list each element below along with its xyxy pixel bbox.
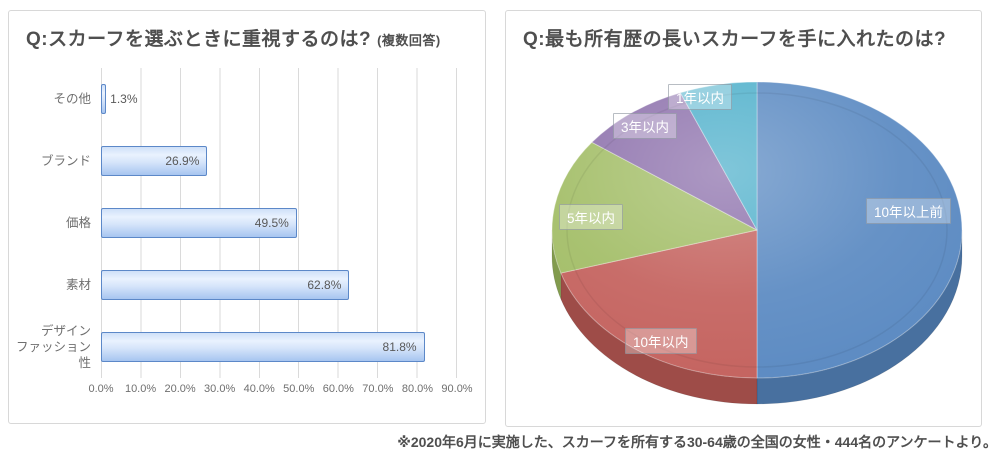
- bar-track: 1.3%: [101, 84, 457, 114]
- pie-bevel-arc: [566, 92, 948, 368]
- pie-chart-title-text: Q:最も所有歴の長いスカーフを手に入れたのは?: [523, 29, 947, 50]
- pie-slice-label: 1年以内: [668, 84, 733, 110]
- bar-track: 62.8%: [101, 270, 457, 300]
- bar-category-label: その他: [53, 91, 91, 106]
- bar-track: 49.5%: [101, 208, 457, 238]
- bar-category-label: デザイン ファッション性: [15, 323, 91, 371]
- bar: 81.8%: [101, 332, 425, 362]
- pie-slice-label: 10年以上前: [866, 198, 952, 224]
- pie-slice-label: 5年以内: [559, 204, 624, 230]
- bar-chart-title-text: Q:スカーフを選ぶときに重視するのは?: [26, 29, 372, 50]
- bar-value-label: 49.5%: [254, 216, 289, 230]
- pie-chart-svg: [551, 81, 963, 405]
- bar-track: 26.9%: [101, 146, 457, 176]
- bar-value-label: 62.8%: [307, 278, 342, 292]
- bar-value-label: 1.3%: [110, 92, 138, 106]
- survey-footnote: ※2020年6月に実施した、スカーフを所有する30-64歳の全国の女性・444名…: [397, 434, 997, 450]
- x-axis-tick-label: 90.0%: [441, 383, 473, 395]
- bar-chart-title: Q:スカーフを選ぶときに重視するのは? (複数回答): [26, 24, 441, 51]
- pie-slice-label: 3年以内: [613, 113, 678, 139]
- bar-row: 価格 49.5%: [15, 192, 457, 254]
- bar-category-label: 価格: [65, 215, 91, 230]
- bar-row: その他 1.3%: [15, 68, 457, 130]
- bar-row: ブランド 26.9%: [15, 130, 457, 192]
- bar-chart-panel: Q:スカーフを選ぶときに重視するのは? (複数回答) その他 1.3% ブランド 26.…: [8, 10, 486, 424]
- x-axis-tick-label: 50.0%: [283, 383, 315, 395]
- x-axis-tick-label: 60.0%: [322, 383, 354, 395]
- bar: 62.8%: [101, 270, 350, 300]
- bar-chart-title-note: (複数回答): [377, 33, 441, 48]
- bar: 49.5%: [101, 208, 297, 238]
- bar-category-label: 素材: [65, 277, 91, 292]
- pie-highlight: [552, 82, 962, 378]
- bar-chart-rows: その他 1.3% ブランド 26.9% 価格 49.5% 素材 62.8% デザイン ファッショ…: [15, 68, 457, 378]
- pie-slice-label: 10年以内: [625, 328, 697, 354]
- x-axis-tick-label: 80.0%: [401, 383, 434, 395]
- bar-value-label: 26.9%: [165, 154, 200, 168]
- x-axis-tick-label: 0.0%: [88, 383, 114, 395]
- pie-chart-panel: 10年以上前 10年以内 5年以内 3年以内 1年以内 Q:最も所有歴の長いスカーフを手…: [505, 10, 982, 427]
- x-axis-tick-label: 10.0%: [124, 383, 157, 395]
- bar-value-label: 81.8%: [382, 340, 417, 354]
- bar-track: 81.8%: [101, 332, 457, 362]
- x-axis-tick-label: 20.0%: [164, 383, 196, 395]
- x-axis-tick-label: 30.0%: [204, 383, 236, 395]
- x-axis-tick-label: 70.0%: [362, 383, 394, 395]
- bar: 1.3%: [101, 84, 138, 114]
- bar-chart-x-axis: 0.0% 10.0% 20.0% 30.0% 40.0% 50.0% 60.0% 70.0% 8…: [88, 383, 472, 399]
- bar-category-label: ブランド: [40, 153, 91, 168]
- bar: 26.9%: [101, 146, 208, 176]
- bar-row: デザイン ファッション性 81.8%: [15, 316, 457, 378]
- bar-row: 素材 62.8%: [15, 254, 457, 316]
- pie-chart-title: Q:最も所有歴の長いスカーフを手に入れたのは?: [523, 24, 946, 51]
- bar-chart-plot-area: その他 1.3% ブランド 26.9% 価格 49.5% 素材 62.8% デザイン ファッショ…: [15, 68, 457, 378]
- x-axis-tick-label: 40.0%: [243, 383, 275, 395]
- pie-chart-area: 10年以上前 10年以内 5年以内 3年以内 1年以内: [506, 11, 981, 426]
